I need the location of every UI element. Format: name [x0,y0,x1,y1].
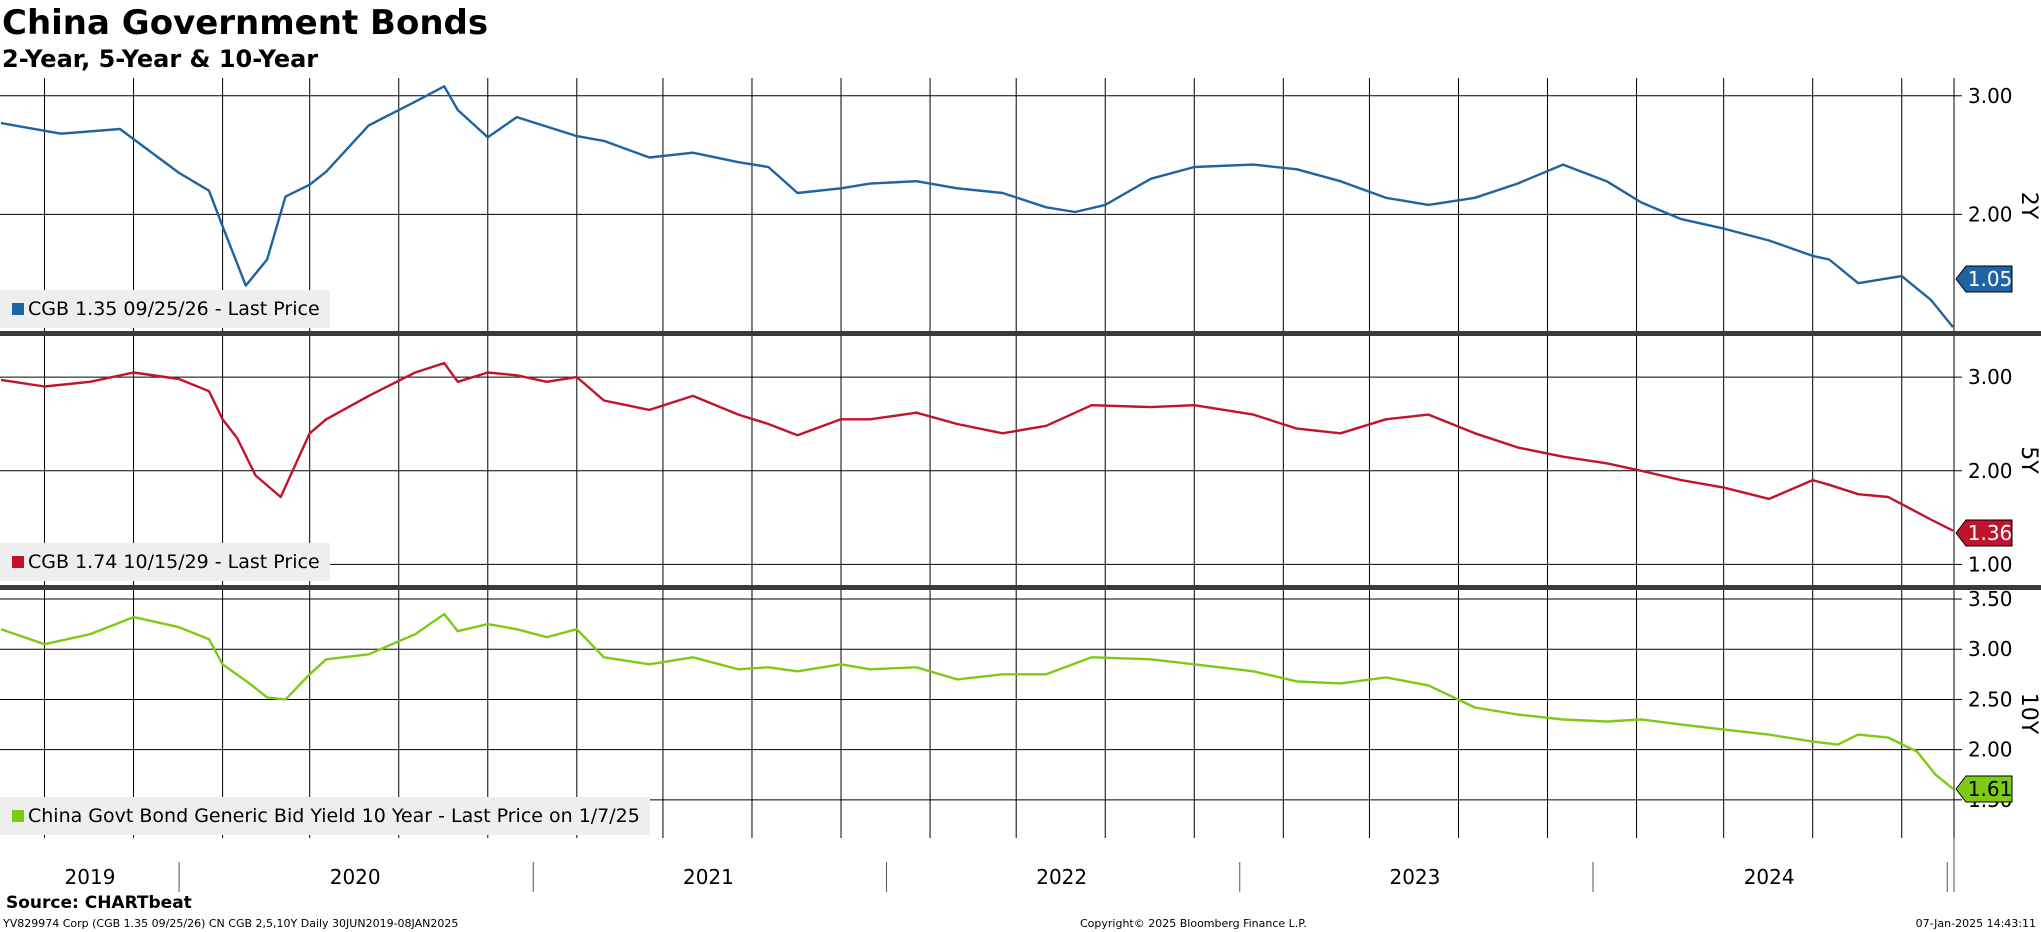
legend: CGB 1.74 10/15/29 - Last Price [0,543,330,581]
last-value-badge: 1.05 [1955,265,2013,293]
y-tick-label: 2.00 [1968,459,2013,483]
year-label: 2024 [1744,865,1795,889]
panel-label: 10Y [2016,693,2041,735]
legend-label: China Govt Bond Generic Bid Yield 10 Yea… [28,805,640,827]
y-tick-label: 3.00 [1968,365,2013,389]
last-value-label: 1.36 [1968,521,2013,545]
legend-background [0,290,330,328]
chart-panels: 3.00 2.00 CGB 1.35 09/25/26 - Last Price 1.… [0,78,2041,838]
timestamp: 07-Jan-2025 14:43:11 [1916,917,2036,930]
year-label: 2020 [330,865,381,889]
last-value-badge: 1.61 [1955,775,2013,803]
panel-separator [0,331,2041,336]
legend-label: CGB 1.74 10/15/29 - Last Price [28,551,320,573]
chart-subtitle: 2-Year, 5-Year & 10-Year [2,45,318,73]
badge-shape [1955,265,2013,293]
legend-background [0,543,330,581]
legend-swatch [12,810,24,822]
year-label: 2019 [65,865,116,889]
badge-shape [1955,775,2013,803]
ticker-info: YV829974 Corp (CGB 1.35 09/25/26) CN CGB… [2,917,458,930]
source-label: Source: CHARTbeat [6,893,192,913]
y-tick-label: 1.00 [1968,552,2013,576]
badge-shape [1955,519,2013,547]
series-line-2y [0,85,1954,328]
legend: China Govt Bond Generic Bid Yield 10 Yea… [0,797,650,835]
panel-2y: 3.00 2.00 CGB 1.35 09/25/26 - Last Price 1.… [0,78,2041,333]
series-line-10y [0,612,1954,790]
y-tick-label: 3.00 [1968,637,2013,661]
last-value-badge: 1.36 [1955,519,2013,547]
panel-label: 5Y [2016,446,2041,474]
last-value-label: 1.05 [1968,267,2013,291]
legend: CGB 1.35 09/25/26 - Last Price [0,290,330,328]
panel-10y: 3.503.002.502.001.50China Govt Bond Gene… [0,587,2041,838]
panel-separator [0,585,2041,590]
panel-label: 2Y [2016,192,2041,220]
y-tick-label: 3.00 [1968,84,2013,108]
last-value-label: 1.61 [1968,777,2013,801]
year-label: 2021 [683,865,734,889]
y-tick-label: 3.50 [1968,587,2013,611]
year-label: 2023 [1389,865,1440,889]
x-axis: 2019 2020 2021 2022 2023 2024 [65,838,1955,892]
copyright-notice: Copyright© 2025 Bloomberg Finance L.P. [1080,917,1307,930]
year-label: 2022 [1036,865,1087,889]
chart-title: China Government Bonds [2,3,488,43]
legend-swatch [12,556,24,568]
series-line-5y [0,361,1954,532]
y-tick-label: 2.00 [1968,738,2013,762]
y-tick-label: 2.00 [1968,202,2013,226]
legend-swatch [12,303,24,315]
legend-label: CGB 1.35 09/25/26 - Last Price [28,298,320,320]
panel-5y: 3.00 2.00 1.00 CGB 1.74 10/15/29 - Last Pri… [0,335,2041,585]
legend-background [0,797,650,835]
y-tick-label: 2.50 [1968,687,2013,711]
